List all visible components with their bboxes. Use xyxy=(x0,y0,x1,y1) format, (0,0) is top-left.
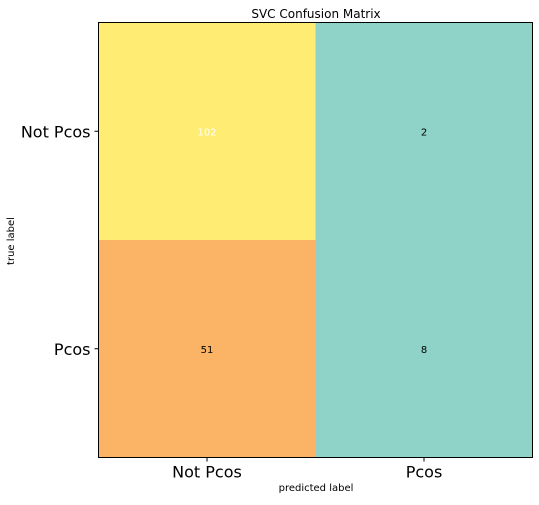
ticks-layer: Not Pcos Pcos Not Pcos Pcos xyxy=(21,122,442,481)
cell-value-label-r1-c0: 51 xyxy=(201,345,214,356)
matrix-cell-r1-c0 xyxy=(98,240,316,458)
y-tick-label: Not Pcos xyxy=(21,122,91,141)
cells-layer: 102 2 51 8 xyxy=(98,22,533,458)
cell-value-label-r1-c1: 8 xyxy=(421,345,427,356)
matrix-cell-r0-c1 xyxy=(315,22,533,240)
cell-value-label-r0-c1: 2 xyxy=(421,127,427,138)
x-axis-label: predicted label xyxy=(279,483,354,494)
x-tick-label: Not Pcos xyxy=(172,463,242,482)
cell-value-label-r0-c0: 102 xyxy=(197,127,216,138)
y-axis-label: true label xyxy=(6,217,17,265)
chart-title: SVC Confusion Matrix xyxy=(251,7,380,21)
matrix-cell-r0-c0 xyxy=(98,22,316,240)
y-tick-label: Pcos xyxy=(54,340,91,359)
matrix-cell-r1-c1 xyxy=(315,240,533,458)
x-tick-label: Pcos xyxy=(406,463,443,482)
plot-frame xyxy=(98,22,533,458)
